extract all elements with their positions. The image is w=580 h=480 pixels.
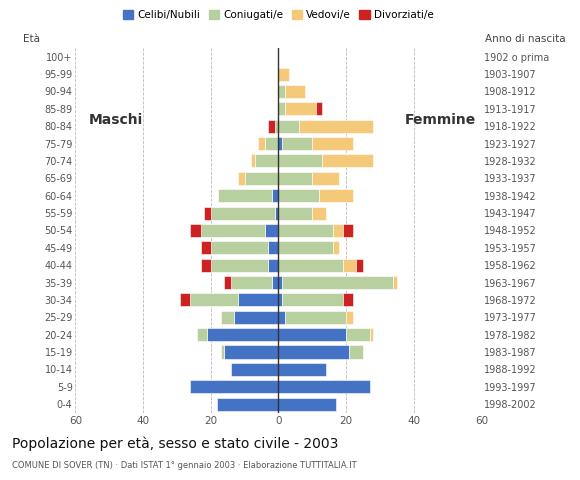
Bar (255, 155, 278, 168)
Bar (218, 189, 271, 202)
Bar (221, 311, 234, 324)
Bar (316, 102, 322, 115)
Bar (265, 224, 278, 237)
Bar (278, 85, 285, 98)
Bar (231, 276, 271, 289)
Legend: Celibi/Nubili, Coniugati/e, Vedovi/e, Divorziati/e: Celibi/Nubili, Coniugati/e, Vedovi/e, Di… (119, 6, 438, 24)
Bar (393, 276, 397, 289)
Bar (238, 293, 278, 306)
Text: Età: Età (23, 35, 39, 44)
Bar (271, 276, 278, 289)
Bar (211, 241, 268, 254)
Bar (268, 241, 278, 254)
Bar (332, 241, 339, 254)
Bar (282, 293, 343, 306)
Bar (197, 328, 207, 341)
Bar (211, 206, 275, 219)
Bar (278, 224, 332, 237)
Bar (278, 120, 299, 132)
Bar (190, 380, 278, 393)
Bar (238, 172, 245, 185)
Text: Anno di nascita: Anno di nascita (485, 35, 566, 44)
Bar (278, 137, 282, 150)
Bar (346, 311, 353, 324)
Bar (285, 102, 316, 115)
Bar (312, 172, 339, 185)
Bar (312, 206, 326, 219)
Bar (282, 137, 312, 150)
Text: Maschi: Maschi (89, 113, 143, 127)
Bar (278, 206, 312, 219)
Bar (231, 363, 278, 376)
Bar (370, 328, 373, 341)
Bar (245, 172, 278, 185)
Bar (282, 276, 393, 289)
Bar (278, 189, 319, 202)
Text: Popolazione per età, sesso e stato civile - 2003: Popolazione per età, sesso e stato civil… (12, 437, 338, 451)
Bar (218, 397, 278, 410)
Bar (278, 276, 282, 289)
Bar (356, 259, 363, 272)
Bar (278, 155, 322, 168)
Bar (349, 346, 363, 359)
Bar (285, 311, 346, 324)
Bar (275, 120, 278, 132)
Bar (332, 224, 343, 237)
Bar (201, 224, 265, 237)
Bar (299, 120, 373, 132)
Bar (278, 380, 370, 393)
Bar (224, 346, 278, 359)
Bar (190, 224, 201, 237)
Bar (268, 120, 275, 132)
Bar (278, 311, 285, 324)
Bar (343, 293, 353, 306)
Bar (251, 155, 255, 168)
Bar (343, 259, 356, 272)
Bar (322, 155, 373, 168)
Text: Femmine: Femmine (405, 113, 476, 127)
Bar (278, 241, 332, 254)
Bar (278, 259, 343, 272)
Bar (278, 363, 326, 376)
Bar (190, 293, 238, 306)
Bar (278, 102, 285, 115)
Bar (319, 189, 353, 202)
Bar (234, 311, 278, 324)
Bar (201, 259, 211, 272)
Bar (271, 189, 278, 202)
Bar (204, 206, 211, 219)
Bar (268, 259, 278, 272)
Bar (278, 328, 346, 341)
Bar (258, 137, 265, 150)
Bar (278, 172, 312, 185)
Bar (343, 224, 353, 237)
Bar (285, 85, 306, 98)
Bar (201, 241, 211, 254)
Bar (275, 206, 278, 219)
Bar (180, 293, 190, 306)
Bar (312, 137, 353, 150)
Bar (224, 276, 231, 289)
Bar (278, 397, 336, 410)
Bar (278, 293, 282, 306)
Bar (211, 259, 268, 272)
Bar (278, 68, 288, 81)
Bar (207, 328, 278, 341)
Bar (346, 328, 370, 341)
Text: COMUNE DI SOVER (TN) · Dati ISTAT 1° gennaio 2003 · Elaborazione TUTTITALIA.IT: COMUNE DI SOVER (TN) · Dati ISTAT 1° gen… (12, 461, 356, 470)
Bar (221, 346, 224, 359)
Bar (278, 346, 349, 359)
Bar (265, 137, 278, 150)
